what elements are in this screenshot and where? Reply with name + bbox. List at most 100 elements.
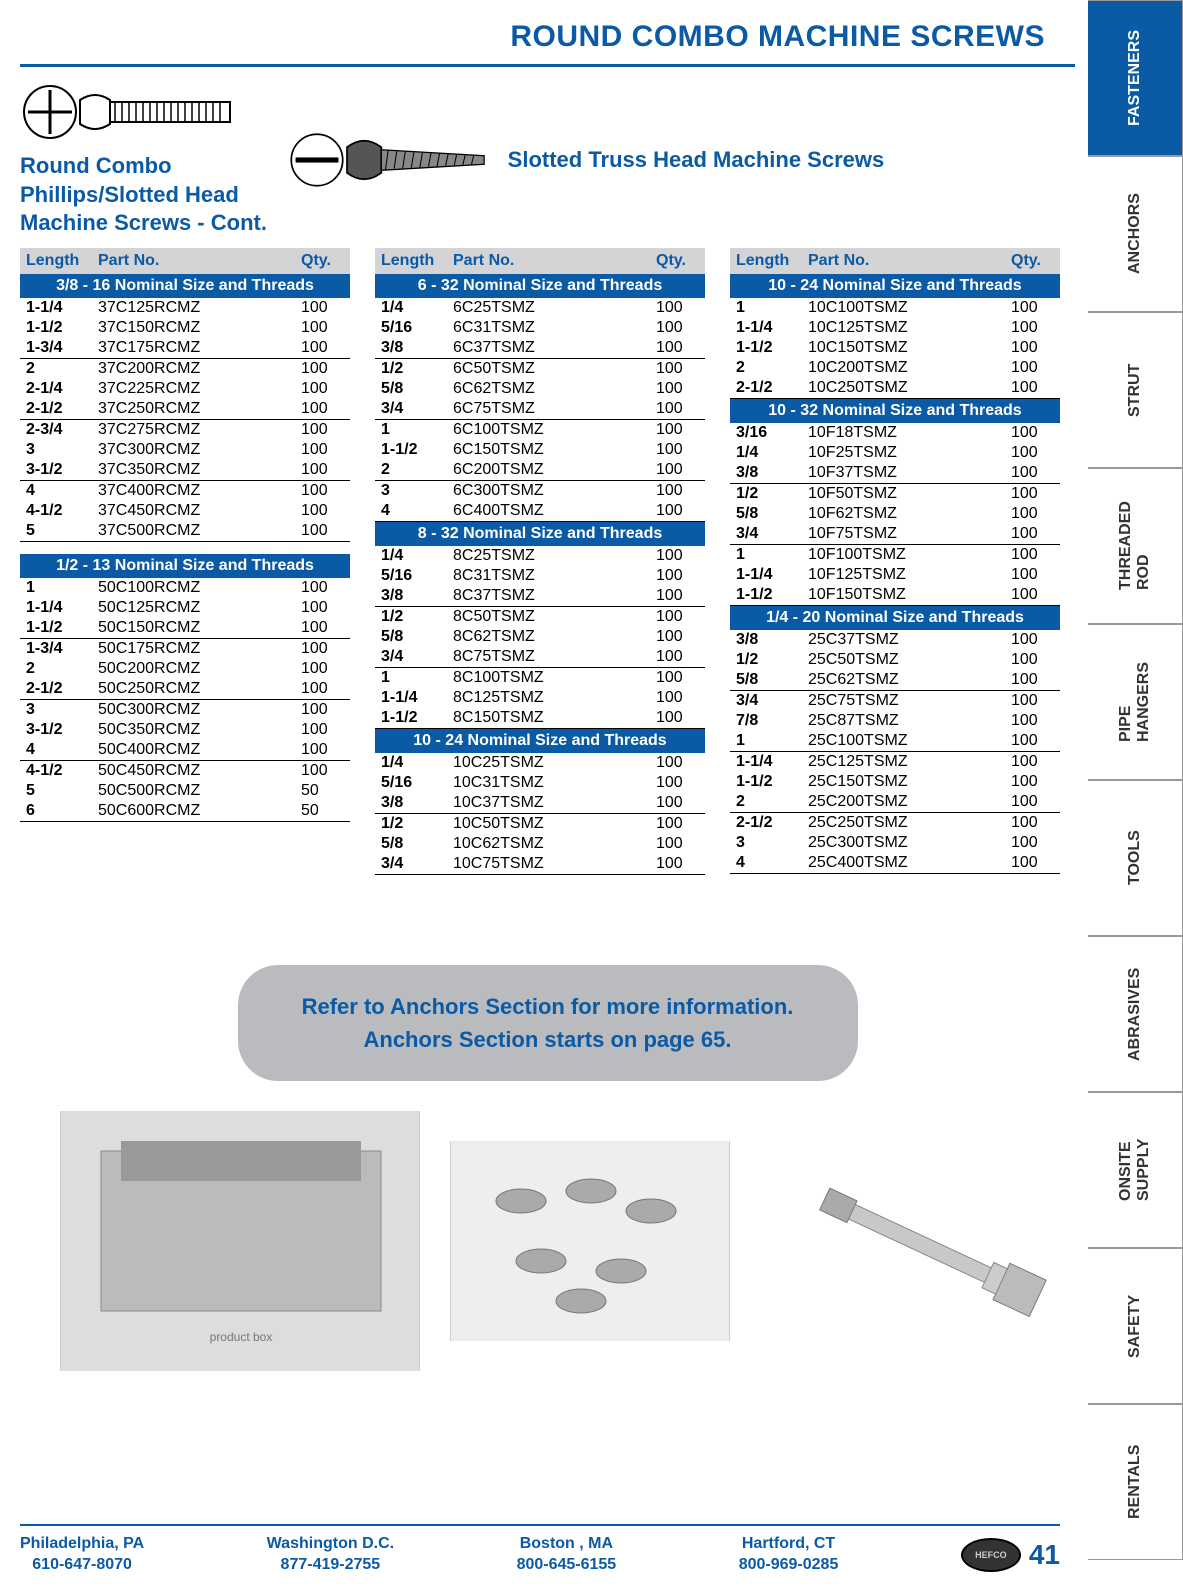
cell-length: 1-1/4 [20,598,92,618]
cell-partno: 37C300RCMZ [92,440,295,460]
cell-partno: 10F75TSMZ [802,524,1005,545]
svg-text:product box: product box [210,1330,273,1344]
cell-qty: 100 [1005,463,1060,484]
table-row: 3-1/250C350RCMZ100 [20,720,350,740]
cell-partno: 50C150RCMZ [92,618,295,639]
cell-length: 4 [20,740,92,761]
cell-partno: 8C37TSMZ [447,586,650,607]
cell-qty: 100 [650,814,705,834]
table-row: 250C200RCMZ100 [20,659,350,679]
parts-table: LengthPart No.Qty.6 - 32 Nominal Size an… [375,248,705,875]
cell-length: 1-1/2 [20,318,92,338]
cell-partno: 37C200RCMZ [92,359,295,379]
cell-partno: 6C400TSMZ [447,501,650,522]
wedge-anchor-photo [760,1121,1060,1361]
cell-qty: 100 [650,481,705,501]
table-row: 5/166C31TSMZ100 [375,318,705,338]
cell-qty: 100 [295,318,350,338]
table-row: 3/425C75TSMZ100 [730,691,1060,711]
side-tab-strut[interactable]: STRUT [1088,312,1183,468]
side-tab-tools[interactable]: TOOLS [1088,780,1183,936]
cell-partno: 6C300TSMZ [447,481,650,501]
cell-qty: 100 [1005,630,1060,650]
cell-partno: 25C150TSMZ [802,772,1005,792]
footer-phone: 800-969-0285 [739,1555,839,1576]
cell-partno: 6C62TSMZ [447,379,650,399]
side-tab-fasteners[interactable]: FASTENERS [1088,0,1183,156]
cell-qty: 100 [650,627,705,647]
cell-partno: 10C75TSMZ [447,854,650,875]
cell-qty: 100 [650,793,705,814]
table-row: 150C100RCMZ100 [20,578,350,598]
cell-partno: 10C50TSMZ [447,814,650,834]
cell-length: 2-1/2 [20,399,92,420]
cell-length: 3/4 [730,691,802,711]
cell-partno: 6C25TSMZ [447,298,650,318]
col-header-length: Length [375,248,447,274]
cell-qty: 100 [1005,711,1060,731]
cell-partno: 10C150TSMZ [802,338,1005,358]
side-tab-rentals[interactable]: RENTALS [1088,1404,1183,1560]
left-subtitle: Round Combo Phillips/Slotted Head Machin… [20,152,267,238]
col-header-length: Length [20,248,92,274]
table-row: 4-1/250C450RCMZ100 [20,761,350,781]
table-row: 3/48C75TSMZ100 [375,647,705,668]
table-row: 16C100TSMZ100 [375,420,705,440]
side-tab-pipe-hangers[interactable]: PIPE HANGERS [1088,624,1183,780]
cell-length: 4 [375,501,447,522]
cell-qty: 100 [1005,752,1060,772]
cell-partno: 37C175RCMZ [92,338,295,359]
table-row: 1-3/437C175RCMZ100 [20,338,350,359]
cell-length: 3-1/2 [20,460,92,481]
cell-length: 2-1/2 [730,378,802,399]
side-tab-abrasives[interactable]: ABRASIVES [1088,936,1183,1092]
cell-partno: 6C100TSMZ [447,420,650,440]
cell-length: 4-1/2 [20,501,92,521]
table-row: 110F100TSMZ100 [730,545,1060,565]
cell-partno: 50C500RCMZ [92,781,295,801]
cell-partno: 10C25TSMZ [447,753,650,773]
cell-qty: 100 [1005,565,1060,585]
cell-length: 5/8 [730,670,802,691]
table-row: 2-1/210C250TSMZ100 [730,378,1060,399]
cell-partno: 50C175RCMZ [92,639,295,659]
cell-qty: 100 [1005,423,1060,443]
side-tab-anchors[interactable]: ANCHORS [1088,156,1183,312]
col-header-partno: Part No. [92,248,295,274]
cell-qty: 100 [650,399,705,420]
cell-qty: 100 [650,460,705,481]
cell-partno: 50C200RCMZ [92,659,295,679]
table-row: 650C600RCMZ50 [20,801,350,822]
page-number: 41 [1029,1539,1060,1571]
cell-qty: 100 [295,501,350,521]
cell-length: 1/2 [730,650,802,670]
cell-length: 1-1/2 [730,772,802,792]
footer-location: Philadelphia, PA 610-647-8070 [20,1534,144,1576]
side-tab-safety[interactable]: SAFETY [1088,1248,1183,1404]
left-subtitle-line: Round Combo [20,152,267,181]
cell-length: 3/8 [375,793,447,814]
side-tab-onsite-supply[interactable]: ONSITE SUPPLY [1088,1092,1183,1248]
cell-length: 1-1/2 [20,618,92,639]
cell-length: 5/16 [375,318,447,338]
cell-length: 1/2 [375,359,447,379]
table-row: 537C500RCMZ100 [20,521,350,542]
page-title: ROUND COMBO MACHINE SCREWS [20,20,1075,54]
cell-length: 1 [20,578,92,598]
cell-length: 2 [20,659,92,679]
table-row: 26C200TSMZ100 [375,460,705,481]
table-row: 1/26C50TSMZ100 [375,359,705,379]
cell-qty: 100 [650,773,705,793]
size-band: 1/2 - 13 Nominal Size and Threads [20,554,350,578]
side-tab-threaded-rod[interactable]: THREADED ROD [1088,468,1183,624]
cell-length: 3 [20,440,92,460]
cell-length: 5/16 [375,773,447,793]
cell-partno: 8C150TSMZ [447,708,650,729]
cell-qty: 100 [1005,358,1060,378]
left-subtitle-line: Phillips/Slotted Head [20,181,267,210]
cell-length: 3 [20,700,92,720]
table-column-1: LengthPart No.Qty.3/8 - 16 Nominal Size … [20,248,350,875]
table-row: 1-1/225C150TSMZ100 [730,772,1060,792]
cell-qty: 100 [295,399,350,420]
cell-qty: 100 [295,700,350,720]
